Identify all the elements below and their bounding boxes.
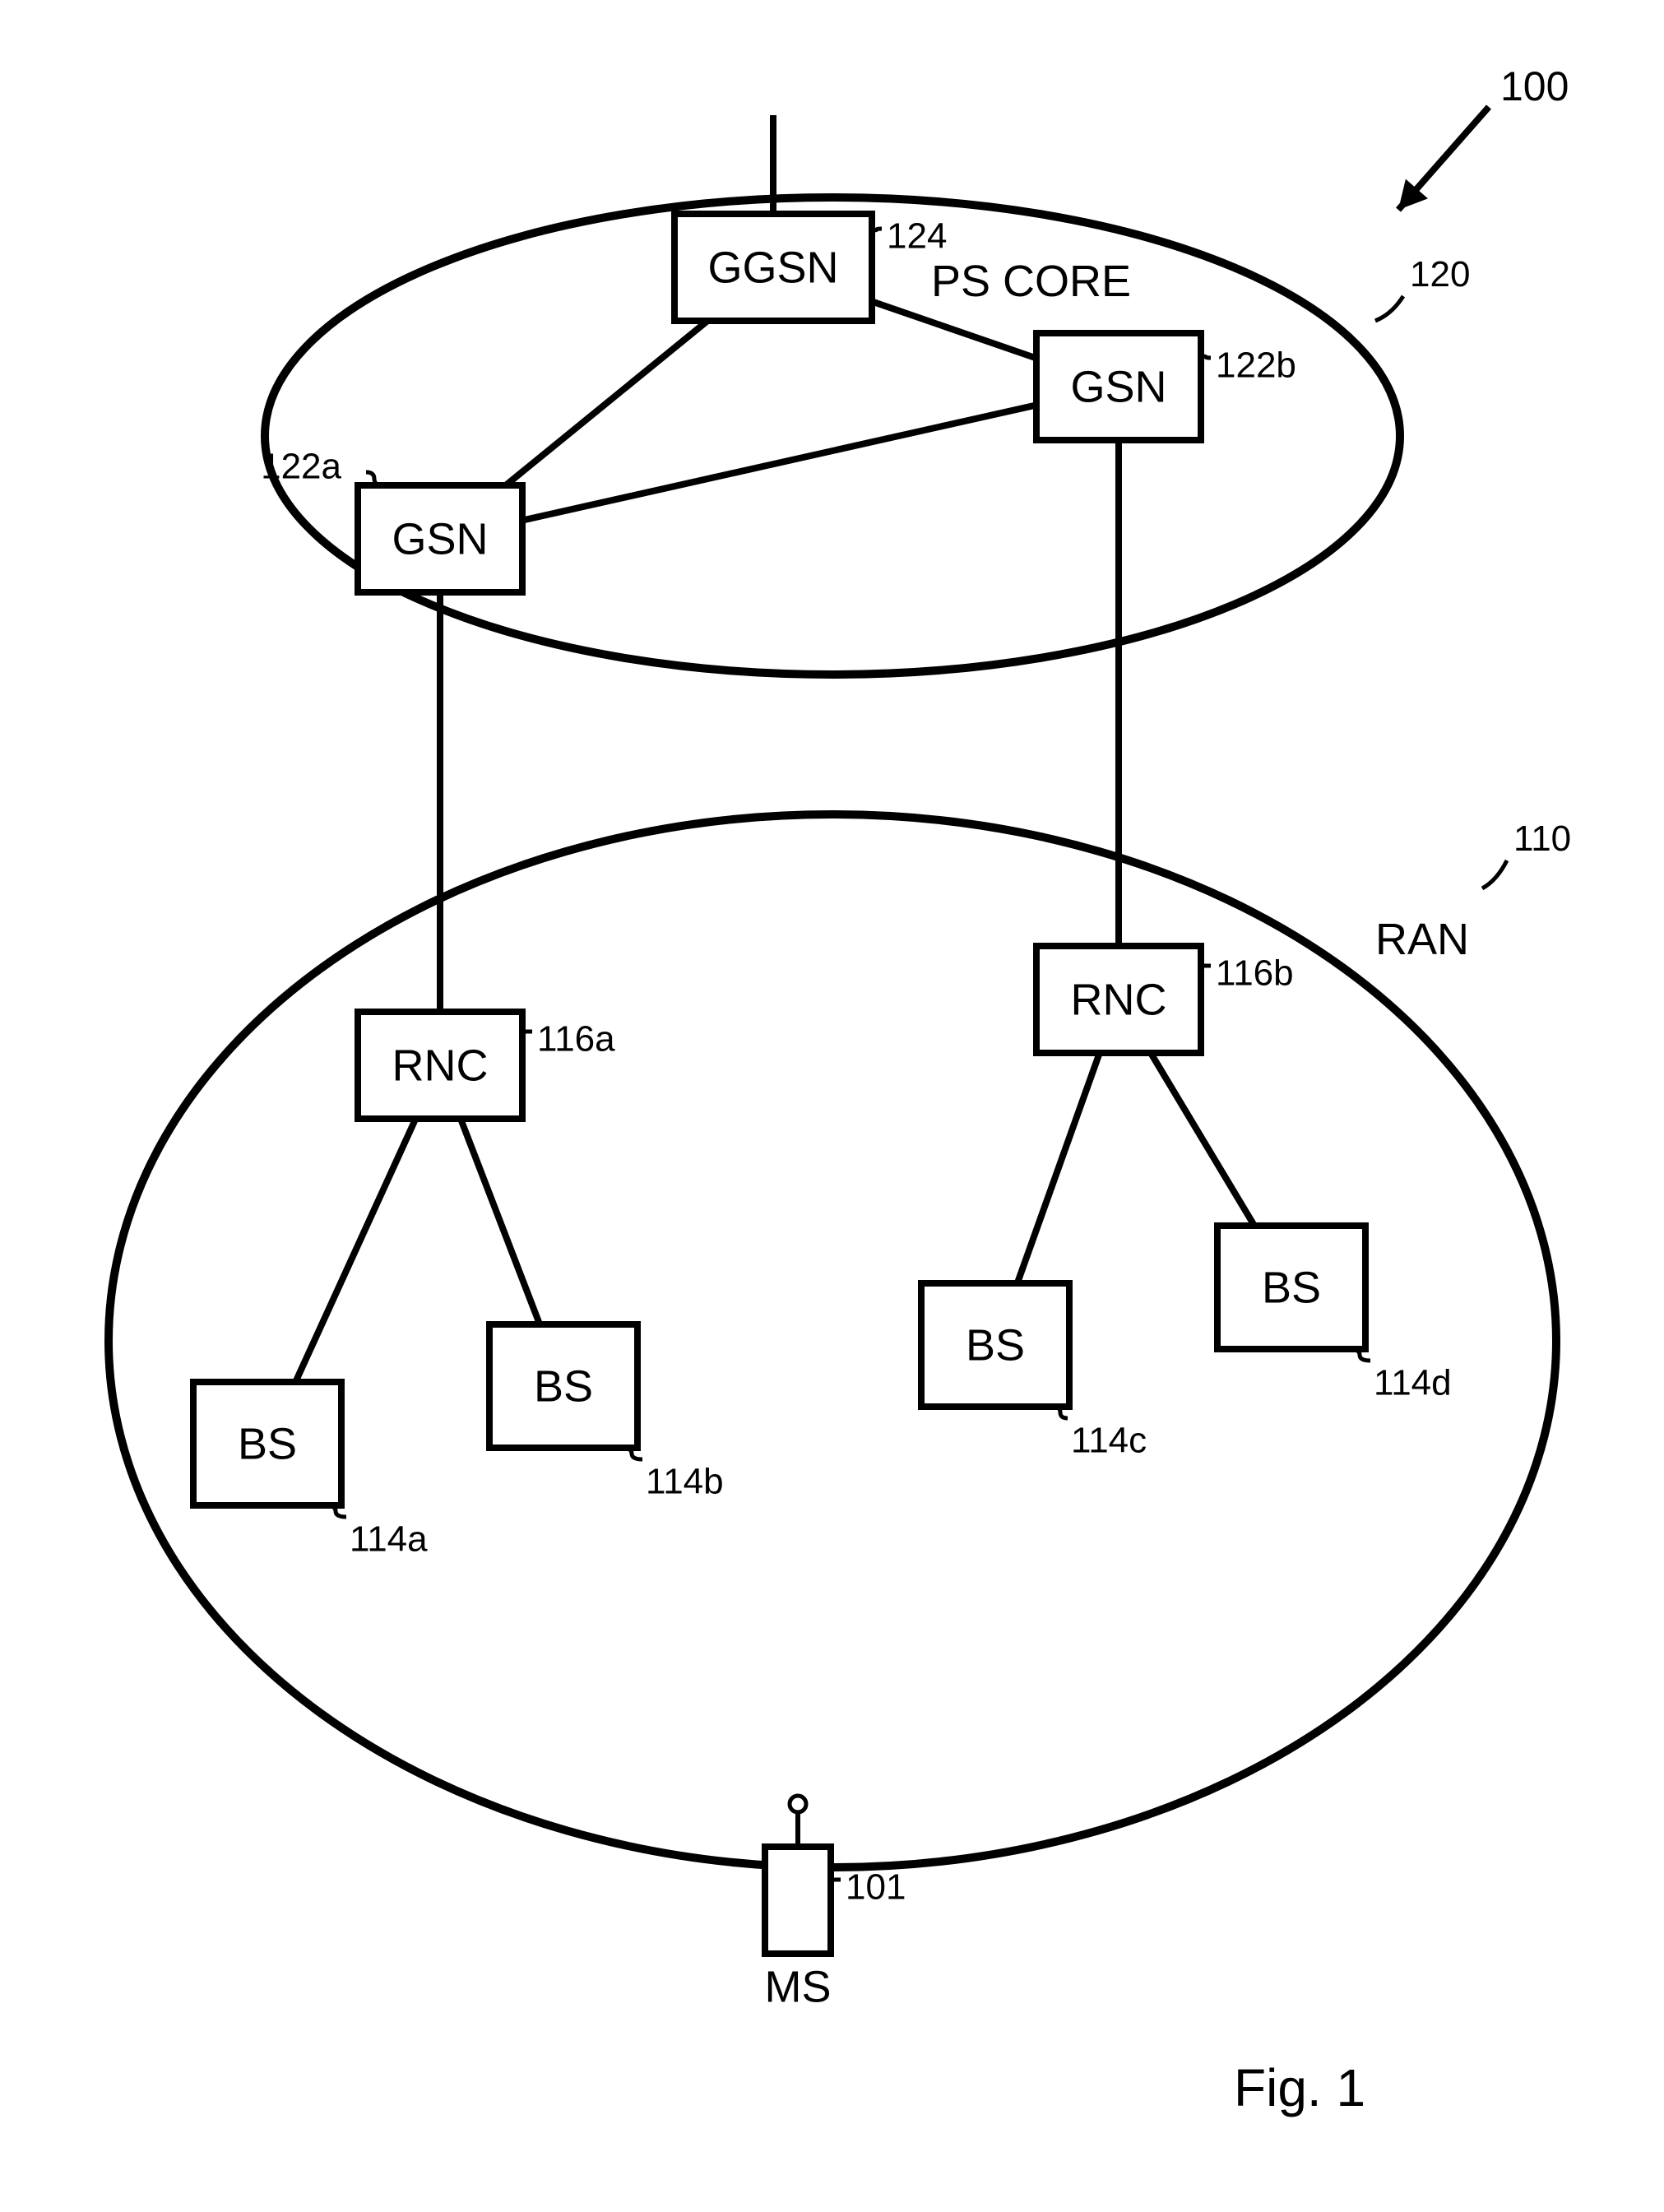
- ref-bs_c: 114c: [1071, 1421, 1147, 1461]
- network-diagram: 124 GGSN 122a GSN 122b GSN 116a RNC 116b RNC 114a B…: [0, 0, 1664, 2212]
- node-gsn_b-label: GSN: [1070, 362, 1166, 411]
- node-gsn_a-label: GSN: [392, 514, 488, 563]
- ref-ran: 110: [1513, 818, 1571, 859]
- ran-label: RAN: [1375, 915, 1469, 964]
- node-bs_a-label: BS: [238, 1419, 297, 1468]
- ref-bs_a: 114a: [350, 1519, 428, 1560]
- system-ref: 100: [1500, 63, 1569, 109]
- node-bs_c-label: BS: [966, 1320, 1025, 1370]
- node-bs_a: 114a BS: [193, 1382, 428, 1560]
- ref-bs_d: 114d: [1374, 1363, 1452, 1403]
- link-gsn_a-gsn_b: [522, 405, 1036, 520]
- ref-bs_b: 114b: [646, 1462, 724, 1502]
- node-gsn_b: 122b GSN: [1036, 333, 1296, 440]
- link-rnc_b-bs_d: [1151, 1053, 1254, 1226]
- ref-ms: 101: [846, 1867, 906, 1908]
- link-ggsn-gsn_b: [872, 301, 1036, 358]
- node-ms-box: [765, 1847, 831, 1954]
- node-rnc_b-label: RNC: [1071, 975, 1167, 1024]
- ref-gsn_a: 122a: [261, 447, 341, 487]
- ref-leader-ran: [1482, 860, 1507, 888]
- link-rnc_a-bs_b: [461, 1119, 540, 1324]
- link-rnc_b-bs_c: [1017, 1053, 1100, 1283]
- ref-pscore: 120: [1410, 254, 1470, 294]
- figure-caption: Fig. 1: [1234, 2058, 1365, 2117]
- node-rnc_a-label: RNC: [392, 1041, 489, 1090]
- node-bs_d-label: BS: [1262, 1263, 1321, 1312]
- link-rnc_a-bs_a: [295, 1119, 415, 1382]
- ms-antenna-tip: [790, 1796, 806, 1812]
- ref-leader-ggsn: [872, 229, 882, 230]
- node-bs_c: 114c BS: [921, 1283, 1147, 1461]
- ref-leader-pscore: [1375, 296, 1403, 321]
- node-rnc_a: 116a RNC: [358, 1012, 615, 1119]
- node-rnc_b: 116b RNC: [1036, 946, 1294, 1053]
- ref-rnc_a: 116a: [537, 1019, 615, 1060]
- node-bs_b: 114b BS: [489, 1324, 724, 1502]
- ps-core-label: PS CORE: [931, 257, 1131, 306]
- link-ggsn-gsn_a: [506, 321, 707, 485]
- ref-ggsn: 124: [887, 216, 947, 257]
- ref-leader-gsn_b: [1201, 356, 1211, 358]
- node-ms-label: MS: [765, 1962, 832, 2011]
- node-bs_d: 114d BS: [1217, 1226, 1452, 1403]
- node-ggsn: 124 GGSN: [674, 214, 947, 321]
- node-ms: 101 MS: [765, 1796, 906, 2011]
- node-ggsn-label: GGSN: [707, 243, 838, 292]
- node-bs_b-label: BS: [534, 1361, 593, 1411]
- ref-gsn_b: 122b: [1216, 345, 1296, 386]
- ref-rnc_b: 116b: [1216, 953, 1294, 994]
